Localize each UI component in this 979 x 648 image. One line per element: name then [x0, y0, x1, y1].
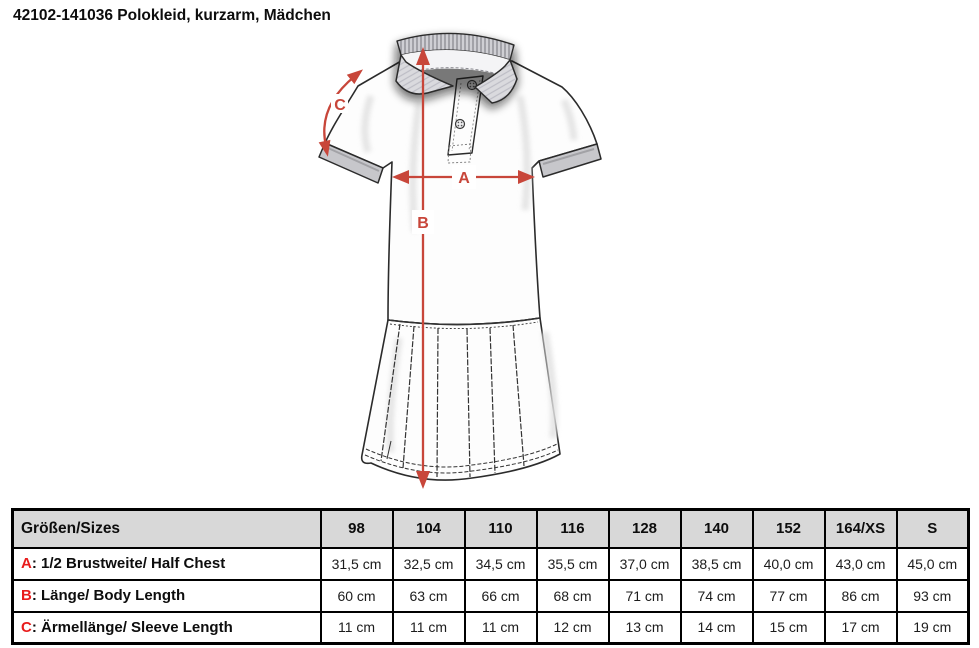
measurement-name: : 1/2 Brustweite/ Half Chest [31, 555, 226, 572]
button [454, 118, 466, 130]
measurement-arrow-b: B [412, 47, 434, 489]
measurement-value-cell: 12 cm [535, 610, 610, 645]
sizes-header-cell: Größen/Sizes [11, 508, 322, 549]
size-column-header: 110 [463, 508, 538, 549]
size-column-header: S [895, 508, 970, 549]
polo-dress-drawing: B A C [318, 32, 602, 489]
arrow-label-b: B [417, 215, 429, 232]
measurement-value-cell: 86 cm [823, 578, 898, 613]
measurement-value-cell: 71 cm [607, 578, 682, 613]
measurement-value-cell: 63 cm [391, 578, 466, 613]
measurement-value-cell: 66 cm [463, 578, 538, 613]
page-title: 42102-141036 Polokleid, kurzarm, Mädchen [13, 7, 331, 24]
measurement-value-cell: 11 cm [391, 610, 466, 645]
measurement-value-cell: 93 cm [895, 578, 970, 613]
measurement-name: : Länge/ Body Length [31, 587, 186, 604]
measurement-name: : Ärmellänge/ Sleeve Length [31, 618, 233, 636]
size-table: Größen/Sizes 98 104 110 116 128 140 152 … [11, 508, 970, 645]
size-column-header: 128 [607, 508, 682, 549]
measurement-letter: A [21, 555, 32, 572]
pleat-lines [380, 323, 525, 478]
measurement-value-cell: 31,5 cm [319, 546, 394, 581]
measurement-value-cell: 34,5 cm [463, 546, 538, 581]
measurement-value-cell: 32,5 cm [391, 546, 466, 581]
collar [395, 32, 518, 104]
table-row-sleeve-length: C: Ärmellänge/ Sleeve Length 11 cm 11 cm… [11, 610, 970, 645]
measurement-letter: B [21, 587, 32, 604]
measurement-value-cell: 11 cm [319, 610, 394, 645]
size-column-header: 164/XS [823, 508, 898, 549]
measurement-value-cell: 11 cm [463, 610, 538, 645]
waist-stitch [389, 321, 539, 329]
measurement-arrow-a: A [392, 165, 535, 189]
measurement-arrow-c: C [318, 69, 363, 157]
arrow-label-c: C [334, 97, 346, 114]
measurement-label-cell: C: Ärmellänge/ Sleeve Length [11, 610, 322, 645]
measurement-value-cell: 35,5 cm [535, 546, 610, 581]
size-column-header: 152 [751, 508, 826, 549]
measurement-value-cell: 45,0 cm [895, 546, 970, 581]
measurement-value-cell: 38,5 cm [679, 546, 754, 581]
garment-diagram: B A C [290, 14, 630, 506]
table-row-body-length: B: Länge/ Body Length 60 cm 63 cm 66 cm … [11, 578, 970, 613]
size-column-header: 98 [319, 508, 394, 549]
sleeve-cuffs [318, 142, 602, 184]
size-column-header: 104 [391, 508, 466, 549]
hem-stitching [364, 443, 559, 474]
measurement-label-cell: A: 1/2 Brustweite/ Half Chest [11, 546, 322, 581]
measurement-value-cell: 68 cm [535, 578, 610, 613]
measurement-value-cell: 17 cm [823, 610, 898, 645]
arrow-label-a: A [458, 170, 470, 187]
measurement-value-cell: 37,0 cm [607, 546, 682, 581]
measurement-value-cell: 77 cm [751, 578, 826, 613]
measurement-value-cell: 13 cm [607, 610, 682, 645]
table-row-half-chest: A: 1/2 Brustweite/ Half Chest 31,5 cm 32… [11, 546, 970, 581]
measurement-letter: C [21, 618, 32, 636]
measurement-value-cell: 40,0 cm [751, 546, 826, 581]
waist-seam [387, 317, 541, 326]
measurement-value-cell: 19 cm [895, 610, 970, 645]
table-header-row: Größen/Sizes 98 104 110 116 128 140 152 … [11, 508, 970, 549]
measurement-value-cell: 14 cm [679, 610, 754, 645]
measurement-value-cell: 60 cm [319, 578, 394, 613]
measurement-value-cell: 15 cm [751, 610, 826, 645]
measurement-value-cell: 74 cm [679, 578, 754, 613]
measurement-value-cell: 43,0 cm [823, 546, 898, 581]
size-column-header: 140 [679, 508, 754, 549]
measurement-label-cell: B: Länge/ Body Length [11, 578, 322, 613]
size-column-header: 116 [535, 508, 610, 549]
